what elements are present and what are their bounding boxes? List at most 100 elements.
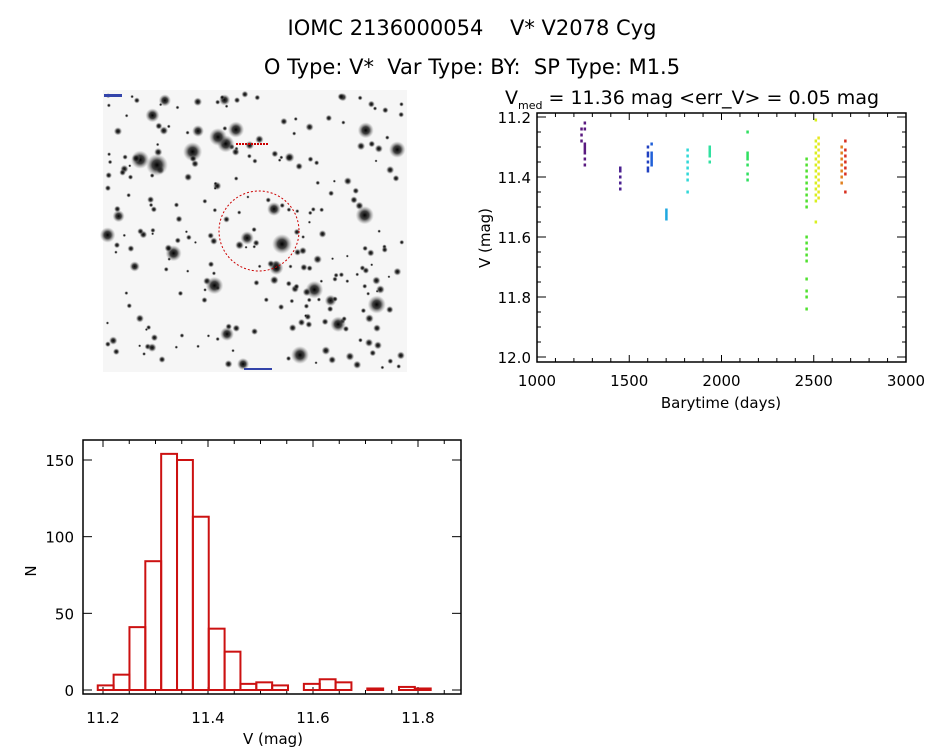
star bbox=[382, 106, 389, 114]
star bbox=[252, 158, 258, 164]
star bbox=[159, 126, 169, 135]
histogram-bar bbox=[271, 684, 290, 692]
data-point bbox=[686, 172, 689, 176]
data-point bbox=[817, 196, 820, 200]
star bbox=[212, 207, 218, 213]
star bbox=[325, 114, 333, 122]
data-point bbox=[619, 175, 622, 179]
star bbox=[374, 159, 378, 163]
data-point bbox=[817, 178, 820, 182]
star bbox=[307, 210, 313, 216]
plot-frame bbox=[82, 439, 462, 695]
star bbox=[179, 333, 185, 338]
star bbox=[137, 227, 144, 235]
data-point bbox=[805, 295, 808, 299]
star bbox=[174, 345, 179, 349]
star bbox=[387, 358, 394, 365]
star bbox=[299, 246, 307, 255]
data-point bbox=[583, 151, 587, 155]
histogram-bar bbox=[223, 650, 242, 692]
data-point bbox=[619, 187, 622, 191]
data-point bbox=[805, 169, 808, 173]
star bbox=[164, 244, 173, 253]
data-point bbox=[805, 289, 808, 293]
star bbox=[146, 324, 152, 331]
data-point bbox=[814, 181, 818, 185]
star bbox=[113, 205, 121, 213]
star bbox=[114, 250, 118, 255]
data-point bbox=[805, 253, 808, 257]
star bbox=[288, 264, 293, 269]
star bbox=[173, 202, 180, 208]
bright-star bbox=[267, 202, 281, 216]
data-point bbox=[805, 205, 808, 209]
title-rest: = 11.36 mag <err_V> = 0.05 mag bbox=[542, 87, 879, 109]
y-tick-label: 0 bbox=[64, 682, 74, 700]
data-point bbox=[746, 130, 749, 134]
data-point bbox=[650, 163, 653, 167]
data-point bbox=[840, 151, 843, 155]
star bbox=[224, 359, 233, 369]
star bbox=[193, 97, 203, 107]
star bbox=[183, 142, 203, 162]
histogram-bar bbox=[334, 681, 353, 691]
data-point bbox=[646, 166, 650, 170]
data-point bbox=[665, 208, 668, 212]
histogram-bar bbox=[112, 673, 131, 692]
light-curve-title: Vmed = 11.36 mag <err_V> = 0.05 mag bbox=[505, 87, 879, 112]
histogram-bar bbox=[96, 684, 115, 692]
data-point bbox=[646, 154, 650, 158]
star bbox=[306, 265, 313, 272]
star bbox=[107, 152, 112, 157]
star bbox=[155, 142, 160, 147]
star bbox=[366, 291, 371, 296]
histogram-bar bbox=[207, 627, 226, 692]
data-point bbox=[686, 148, 689, 152]
data-point bbox=[619, 181, 622, 185]
data-point bbox=[844, 154, 847, 158]
x-tick-label: 3000 bbox=[887, 372, 925, 390]
star bbox=[105, 321, 110, 325]
star bbox=[374, 144, 383, 153]
star bbox=[279, 202, 285, 209]
star bbox=[343, 177, 352, 186]
x-tick-label: 1500 bbox=[610, 372, 648, 390]
bright-star bbox=[209, 128, 227, 146]
data-point bbox=[746, 151, 749, 155]
figure-subtitle: O Type: V* Var Type: BY: SP Type: M1.5 bbox=[263, 55, 681, 79]
star bbox=[333, 272, 339, 278]
data-point bbox=[619, 166, 622, 170]
y-tick-label: 11.4 bbox=[498, 169, 531, 187]
data-point bbox=[583, 148, 587, 152]
data-point bbox=[650, 160, 653, 164]
data-point bbox=[805, 193, 808, 197]
star bbox=[277, 303, 285, 311]
data-point bbox=[708, 154, 712, 158]
star bbox=[364, 338, 374, 347]
star bbox=[252, 239, 260, 247]
data-point bbox=[814, 157, 818, 161]
star bbox=[315, 180, 321, 186]
star bbox=[381, 246, 388, 253]
star bbox=[236, 210, 242, 215]
data-point bbox=[646, 160, 650, 164]
star bbox=[231, 147, 240, 156]
data-point bbox=[805, 157, 808, 161]
data-point bbox=[805, 187, 808, 191]
star bbox=[393, 267, 402, 276]
histogram-bar bbox=[160, 452, 179, 691]
star bbox=[277, 158, 282, 163]
data-point bbox=[805, 163, 808, 167]
star bbox=[364, 314, 374, 323]
star bbox=[263, 297, 269, 303]
star bbox=[303, 313, 308, 318]
star bbox=[112, 210, 125, 223]
star bbox=[388, 141, 406, 158]
data-point bbox=[708, 151, 712, 155]
data-point bbox=[844, 166, 847, 170]
bright-star bbox=[146, 154, 168, 176]
data-point bbox=[805, 175, 808, 179]
star bbox=[307, 156, 314, 163]
star bbox=[150, 333, 159, 342]
star bbox=[224, 104, 229, 109]
